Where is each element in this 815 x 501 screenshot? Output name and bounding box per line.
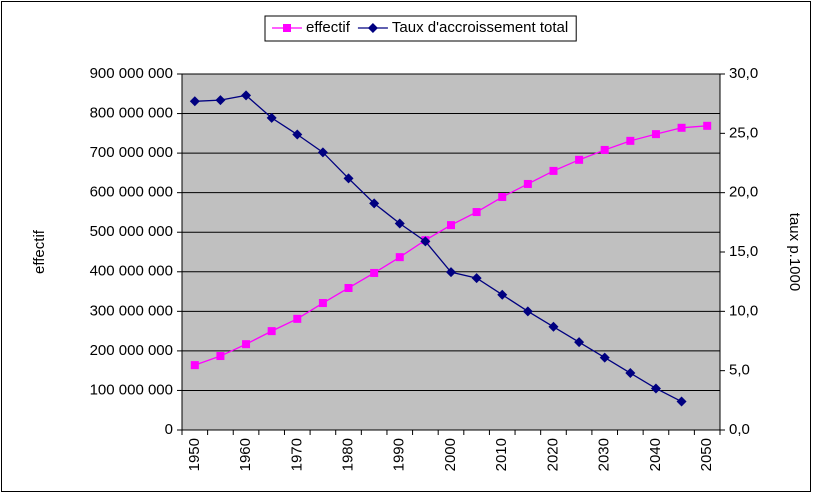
y-tick-label: 700 000 000: [90, 144, 173, 161]
marker: [395, 253, 404, 262]
marker: [215, 95, 226, 106]
y2-tick-label: 15,0: [729, 243, 758, 260]
marker: [318, 299, 327, 308]
marker: [292, 129, 303, 140]
marker: [574, 337, 585, 348]
y-axis-title: effectif: [31, 229, 48, 274]
marker: [498, 193, 507, 202]
y-tick-label: 800 000 000: [90, 105, 173, 122]
series-line: [194, 94, 682, 403]
legend-label: Taux d'accroissement total: [392, 19, 568, 36]
marker: [599, 352, 610, 363]
plot-area: [181, 73, 721, 431]
marker: [676, 396, 687, 407]
y2-tick-label: 25,0: [729, 124, 758, 141]
marker: [549, 166, 558, 175]
x-tick-label: 1970: [288, 438, 305, 471]
legend-box: [264, 15, 577, 42]
marker: [242, 340, 251, 349]
marker: [367, 23, 378, 33]
x-tick-label: 2030: [596, 438, 613, 471]
x-tick-label: 2000: [442, 438, 459, 471]
y2-tick-label: 0,0: [729, 421, 750, 438]
x-tick-label: 1950: [186, 438, 203, 471]
marker: [625, 368, 636, 379]
marker: [343, 173, 354, 184]
y2-tick-label: 5,0: [729, 362, 750, 379]
x-tick-label: 2040: [647, 438, 664, 471]
marker: [266, 112, 277, 123]
marker: [497, 289, 508, 300]
marker: [394, 218, 405, 229]
y-tick-label: 100 000 000: [90, 381, 173, 398]
marker: [651, 130, 660, 139]
marker: [370, 268, 379, 277]
y-tick-label: 0: [165, 421, 173, 438]
marker: [703, 121, 712, 130]
marker: [190, 361, 199, 370]
marker: [600, 145, 609, 154]
y-tick-label: 600 000 000: [90, 184, 173, 201]
marker: [677, 123, 686, 132]
legend-label: effectif: [306, 19, 351, 36]
marker: [472, 208, 481, 217]
marker: [522, 306, 533, 317]
marker: [471, 273, 482, 284]
marker: [369, 198, 380, 209]
y-tick-label: 300 000 000: [90, 302, 173, 319]
x-tick-label: 2010: [493, 438, 510, 471]
marker: [267, 327, 276, 336]
y-tick-label: 400 000 000: [90, 263, 173, 280]
marker: [241, 90, 252, 101]
y-tick-label: 200 000 000: [90, 342, 173, 359]
x-tick-label: 2050: [698, 438, 715, 471]
y-tick-label: 500 000 000: [90, 223, 173, 240]
marker: [650, 383, 661, 394]
marker: [548, 321, 559, 332]
x-tick-label: 1980: [339, 438, 356, 471]
marker: [293, 314, 302, 323]
marker: [216, 352, 225, 361]
marker: [447, 221, 455, 230]
marker: [420, 236, 431, 247]
x-tick-label: 1960: [237, 438, 254, 471]
x-tick-label: 2020: [544, 438, 561, 471]
marker: [189, 96, 200, 107]
marker: [446, 267, 456, 278]
legend: effectif Taux d'accroissement total: [264, 15, 577, 42]
marker: [523, 179, 532, 188]
marker: [283, 24, 291, 32]
y2-tick-label: 30,0: [729, 65, 758, 82]
x-tick-label: 1990: [391, 438, 408, 471]
marker: [317, 147, 328, 158]
marker: [344, 283, 353, 292]
marker: [575, 155, 584, 164]
y2-tick-label: 10,0: [729, 302, 758, 319]
y2-tick-label: 20,0: [729, 184, 758, 201]
y-tick-label: 900 000 000: [90, 65, 173, 82]
marker: [626, 136, 635, 145]
y2-axis-title: taux p.1000: [786, 213, 803, 291]
